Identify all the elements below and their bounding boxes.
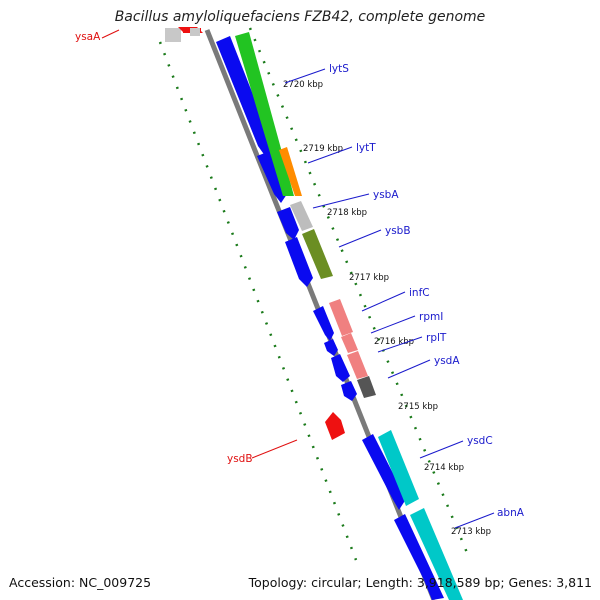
- gene-label-lytT: lytT: [356, 142, 376, 154]
- gene-ysaA-block: [165, 27, 203, 42]
- tick-label-2713: 2713 kbp: [451, 527, 491, 537]
- tick-label-2720: 2720 kbp: [283, 80, 323, 90]
- cds-ysdC[interactable]: [362, 434, 406, 510]
- gene-labels: ysaA lytS lytT ysbA ysbB infC rpmI rplT …: [75, 31, 525, 519]
- gene-label-ysdC: ysdC: [467, 435, 493, 447]
- tick-label-2719: 2719 kbp: [303, 144, 343, 154]
- inner-tick-guide: [248, 27, 472, 561]
- gene-label-ysbB: ysbB: [385, 225, 411, 237]
- cds-ysbB[interactable]: [285, 237, 313, 287]
- gene-label-infC: infC: [409, 287, 430, 299]
- cds-track: [216, 36, 444, 600]
- tick-label-2718: 2718 kbp: [327, 208, 367, 218]
- cds-abnA[interactable]: [394, 514, 444, 600]
- gene-label-ysaA: ysaA: [75, 31, 101, 43]
- accession-text: Accession: NC_009725: [9, 575, 152, 590]
- gene-label-ysbA: ysbA: [373, 189, 399, 201]
- label-connectors: [101, 29, 495, 529]
- outer-tick-guide: [158, 41, 358, 561]
- cds-lytT[interactable]: [257, 151, 287, 203]
- map-title: Bacillus amyloliquefaciens FZB42, comple…: [114, 9, 486, 25]
- tick-label-2717: 2717 kbp: [349, 273, 389, 283]
- gene-label-lytS: lytS: [329, 63, 349, 75]
- cds-infC[interactable]: [313, 306, 334, 341]
- genome-summary-text: Topology: circular; Length: 3,918,589 bp…: [248, 575, 592, 590]
- cds-rpmI[interactable]: [324, 339, 338, 356]
- cds-ysbA[interactable]: [277, 207, 299, 240]
- cds-ysdA[interactable]: [341, 381, 357, 401]
- tick-label-2714: 2714 kbp: [424, 463, 464, 473]
- cds-rplT[interactable]: [331, 354, 350, 382]
- gene-label-ysdB: ysdB: [227, 453, 253, 465]
- cds-ysdB[interactable]: [325, 412, 345, 440]
- gene-label-rpmI: rpmI: [419, 311, 443, 323]
- category-track: [235, 32, 463, 600]
- tick-labels: 2720 kbp 2719 kbp 2718 kbp 2717 kbp 2716…: [283, 80, 491, 537]
- cds-lytS[interactable]: [216, 36, 272, 160]
- gene-label-rplT: rplT: [426, 332, 447, 344]
- gene-label-abnA: abnA: [497, 507, 525, 519]
- gene-label-ysdA: ysdA: [434, 355, 460, 367]
- tick-label-2716: 2716 kbp: [374, 337, 414, 347]
- tick-label-2715: 2715 kbp: [398, 402, 438, 412]
